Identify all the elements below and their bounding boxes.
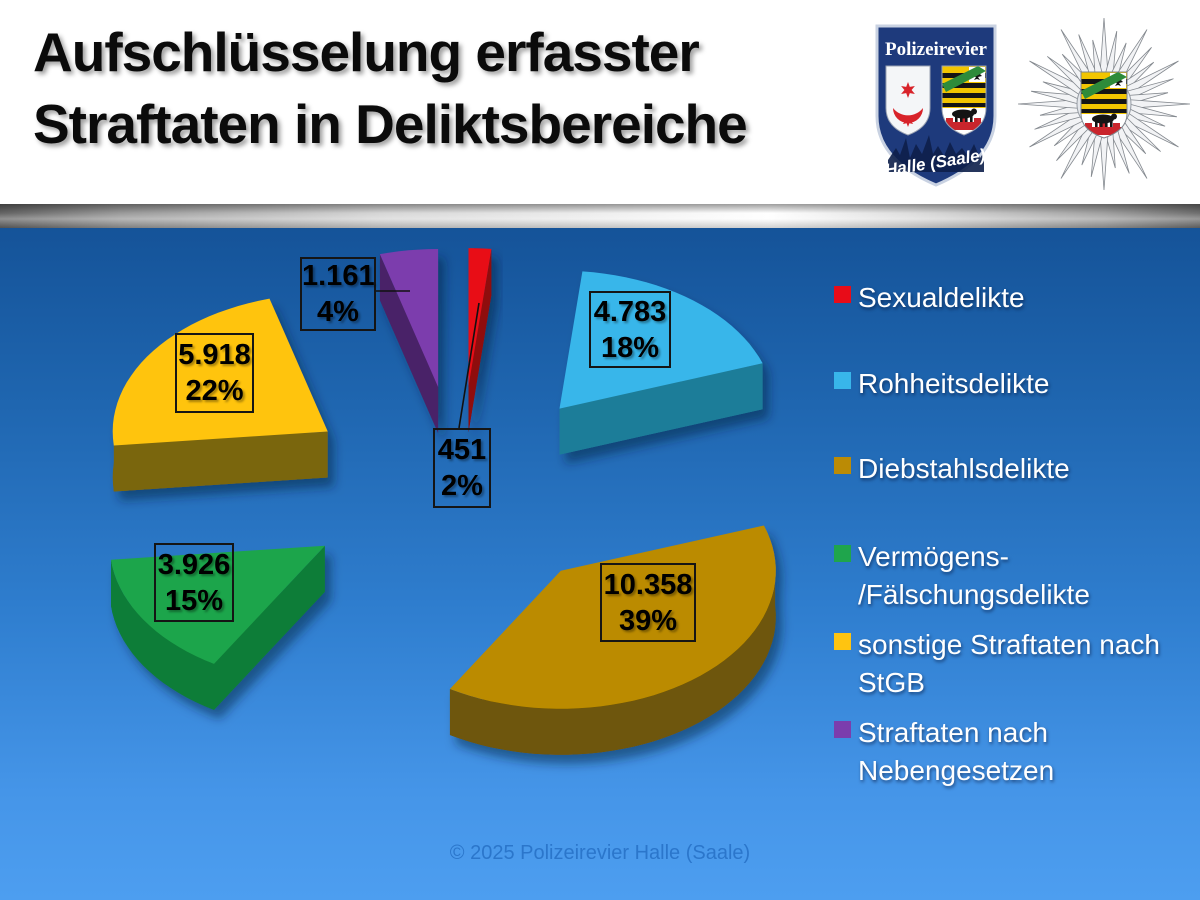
legend-swatch-icon bbox=[834, 286, 851, 303]
legend-label-line: Vermögens- bbox=[858, 541, 1009, 572]
pie-slice-0-2% bbox=[468, 248, 492, 433]
legend-label: Vermögens- /Fälschungsdelikte bbox=[858, 538, 1090, 614]
legend-swatch-icon bbox=[834, 633, 851, 650]
title-line-2: Straftaten in Deliktsbereiche bbox=[33, 93, 748, 155]
slice-percent: 4% bbox=[317, 296, 359, 328]
legend-label: Sexualdelikte bbox=[858, 279, 1025, 317]
title-line-1: Aufschlüsselung erfasster bbox=[33, 21, 700, 83]
slice-value: 451 bbox=[437, 434, 487, 466]
legend-item-2: Diebstahlsdelikte bbox=[834, 450, 1070, 488]
slice-value: 5.918 bbox=[178, 339, 251, 371]
legend-item-0: Sexualdelikte bbox=[834, 279, 1025, 317]
legend-label-line: Straftaten nach bbox=[858, 717, 1048, 748]
legend-swatch-icon bbox=[834, 721, 851, 738]
saxony-anhalt-arms-icon bbox=[941, 65, 987, 136]
bear-icon bbox=[952, 108, 977, 122]
legend-label: sonstige Straftaten nach StGB bbox=[858, 626, 1160, 702]
polizeirevier-shield-badge: Polizeirevier bbox=[875, 24, 997, 187]
legend-swatch-icon bbox=[834, 372, 851, 389]
slice-value: 1.161 bbox=[302, 260, 375, 292]
leader-line bbox=[458, 302, 480, 429]
slice-percent: 22% bbox=[185, 375, 244, 407]
legend-label-line: /Fälschungsdelikte bbox=[858, 579, 1090, 610]
police-star-badge bbox=[1018, 17, 1190, 191]
badge-title-text: Polizeirevier bbox=[885, 39, 988, 60]
legend-label-line: Sexualdelikte bbox=[858, 282, 1025, 313]
saxony-anhalt-arms-icon bbox=[1080, 71, 1128, 139]
star-icons bbox=[901, 82, 915, 127]
legend-label-line: sonstige Straftaten nach bbox=[858, 629, 1160, 660]
bear-icon bbox=[1092, 113, 1117, 127]
slice-label-5.918: 5.918 22% bbox=[175, 333, 254, 413]
legend-swatch-icon bbox=[834, 457, 851, 474]
halle-arms-icon bbox=[885, 65, 931, 136]
slice-percent: 39% bbox=[618, 604, 678, 637]
pie-slice-1-18% bbox=[559, 271, 763, 455]
slice-percent: 18% bbox=[600, 331, 660, 364]
pie-slices bbox=[111, 248, 776, 755]
legend-label-line: Nebengesetzen bbox=[858, 755, 1055, 786]
slice-percent: 15% bbox=[164, 584, 224, 617]
slice-value: 3.926 bbox=[157, 548, 231, 581]
slice-value: 4.783 bbox=[593, 295, 667, 328]
legend-label: Straftaten nach Nebengesetzen bbox=[858, 714, 1054, 790]
legend-label-line: Diebstahlsdelikte bbox=[858, 453, 1070, 484]
slice-value: 10.358 bbox=[603, 568, 693, 601]
slice-label-10.358: 10.358 39% bbox=[600, 563, 696, 642]
legend-label-line: StGB bbox=[858, 667, 925, 698]
legend-item-1: Rohheitsdelikte bbox=[834, 365, 1049, 403]
slice-label-451: 451 2% bbox=[433, 428, 491, 508]
slice-label-1.161: 1.161 4% bbox=[300, 257, 376, 331]
page-title: Aufschlüsselung erfasster Straftaten in … bbox=[33, 16, 748, 160]
city-skyline-icon bbox=[888, 135, 984, 172]
legend-label-line: Rohheitsdelikte bbox=[858, 368, 1050, 399]
pie-slice-5-4% bbox=[379, 249, 439, 433]
header-band: Aufschlüsselung erfasster Straftaten in … bbox=[0, 0, 1200, 204]
slice-percent: 2% bbox=[441, 470, 483, 502]
pie-slice-4-22% bbox=[112, 298, 328, 492]
legend-label: Rohheitsdelikte bbox=[858, 365, 1049, 403]
footer-copyright: © 2025 Polizeirevier Halle (Saale) bbox=[449, 842, 751, 864]
slice-label-4.783: 4.783 18% bbox=[589, 291, 671, 368]
legend-item-5: Straftaten nach Nebengesetzen bbox=[834, 714, 1054, 790]
slice-label-3.926: 3.926 15% bbox=[154, 543, 234, 622]
legend-label: Diebstahlsdelikte bbox=[858, 450, 1070, 488]
divider-bar bbox=[0, 204, 1200, 228]
legend-item-3: Vermögens- /Fälschungsdelikte bbox=[834, 538, 1090, 614]
legend-item-4: sonstige Straftaten nach StGB bbox=[834, 626, 1160, 702]
label-leader-lines bbox=[376, 290, 480, 429]
legend-swatch-icon bbox=[834, 545, 851, 562]
